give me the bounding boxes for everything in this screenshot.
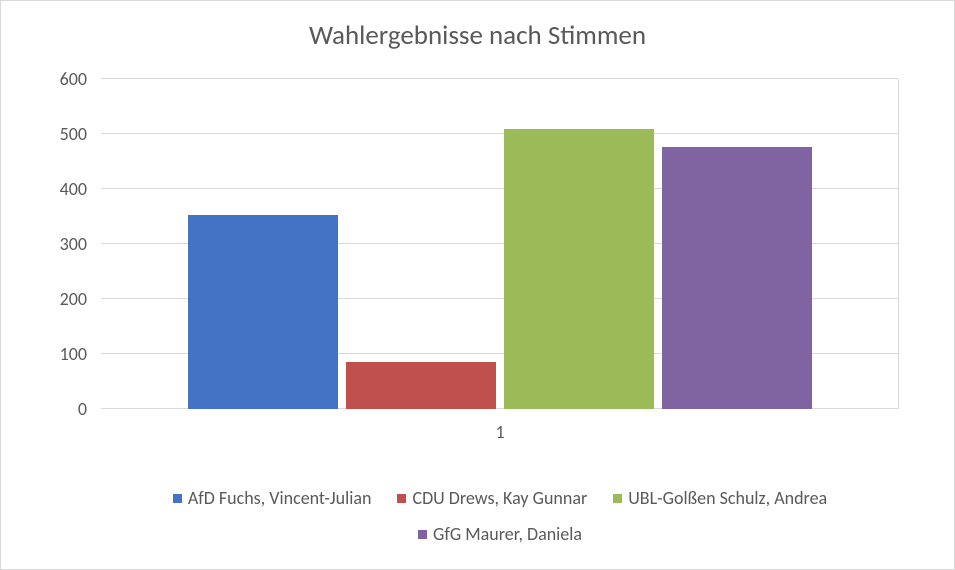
legend-label: GfG Maurer, Daniela	[433, 523, 582, 545]
legend-item: AfD Fuchs, Vincent-Julian	[173, 487, 372, 509]
plot-area: 0100200300400500600 1	[101, 79, 899, 409]
chart-container: Wahlergebnisse nach Stimmen 010020030040…	[0, 0, 955, 570]
x-axis-category-label: 1	[101, 409, 899, 443]
chart-title: Wahlergebnisse nach Stimmen	[1, 1, 954, 52]
legend-swatch	[418, 530, 427, 539]
bar	[662, 147, 812, 409]
ytick-label: 500	[60, 123, 101, 145]
bar	[504, 129, 654, 410]
ytick-label: 200	[60, 288, 101, 310]
legend: AfD Fuchs, Vincent-Julian CDU Drews, Kay …	[101, 487, 899, 545]
ytick-label: 100	[60, 343, 101, 365]
legend-label: CDU Drews, Kay Gunnar	[412, 487, 587, 509]
legend-swatch	[173, 494, 182, 503]
legend-swatch	[397, 494, 406, 503]
legend-label: AfD Fuchs, Vincent-Julian	[188, 487, 372, 509]
bar	[188, 215, 338, 409]
legend-item: GfG Maurer, Daniela	[418, 523, 582, 545]
legend-item: UBL-Golßen Schulz, Andrea	[613, 487, 827, 509]
legend-label: UBL-Golßen Schulz, Andrea	[628, 487, 827, 509]
ytick-label: 300	[60, 233, 101, 255]
ytick-label: 600	[60, 68, 101, 90]
legend-item: CDU Drews, Kay Gunnar	[397, 487, 587, 509]
bars-group	[101, 79, 899, 409]
legend-swatch	[613, 494, 622, 503]
ytick-label: 0	[78, 398, 101, 420]
bar	[346, 362, 496, 409]
ytick-label: 400	[60, 178, 101, 200]
